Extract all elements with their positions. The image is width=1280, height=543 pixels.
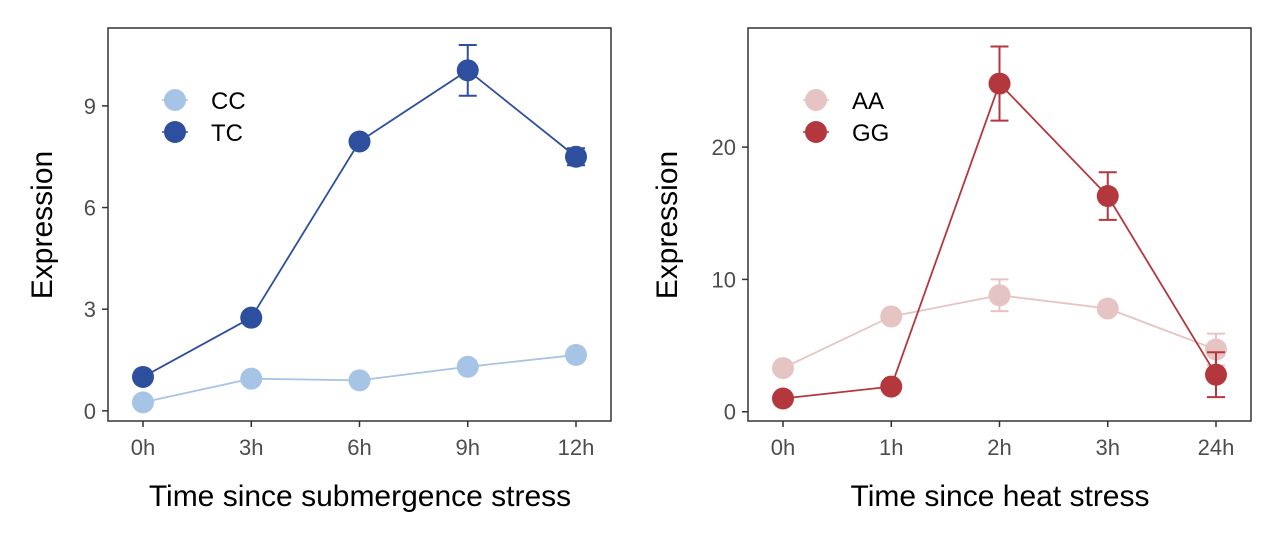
data-point-cc xyxy=(456,355,479,378)
data-point-tc xyxy=(456,59,479,82)
series-line-tc xyxy=(142,69,577,378)
x-axis-title: Time since submergence stress xyxy=(149,480,571,513)
y-tick-label: 10 xyxy=(712,267,736,292)
data-point-cc xyxy=(348,369,371,392)
data-point-tc xyxy=(348,130,371,153)
legend-key-cc xyxy=(164,89,186,111)
x-axis-title: Time since heat stress xyxy=(851,480,1150,513)
axes: 0 3 6 9 0h 3h 6h 9h 12h xyxy=(84,94,595,460)
legend-label-aa: AA xyxy=(852,88,884,115)
data-point-tc xyxy=(565,145,587,168)
data-marks xyxy=(132,43,587,414)
data-point-gg xyxy=(772,387,794,410)
axes: 0 10 20 0h 1h 2h 3h 24h xyxy=(712,135,1235,460)
y-tick-label: 0 xyxy=(724,400,736,425)
chart-heat: 0 10 20 0h 1h 2h 3h 24h Expression Time since h… xyxy=(651,27,1252,513)
x-tick-label: 3h xyxy=(1096,435,1120,460)
y-tick-label: 6 xyxy=(84,196,96,221)
y-axis-title: Expression xyxy=(651,151,684,299)
legend: CC TC xyxy=(162,88,246,147)
data-point-aa xyxy=(1096,297,1119,320)
data-point-gg xyxy=(1205,363,1227,386)
data-point-gg xyxy=(1096,185,1119,208)
x-tick-label: 1h xyxy=(879,435,903,460)
x-tick-label: 0h xyxy=(131,435,155,460)
x-tick-label: 2h xyxy=(987,435,1011,460)
plot-panel-border xyxy=(107,27,612,422)
series-line-gg xyxy=(782,81,1217,400)
x-tick-label: 9h xyxy=(456,435,480,460)
x-tick-label: 24h xyxy=(1198,435,1235,460)
data-point-cc xyxy=(132,391,154,414)
legend-label-tc: TC xyxy=(211,120,243,147)
x-tick-label: 3h xyxy=(239,435,263,460)
data-point-aa xyxy=(880,305,903,328)
chart-submergence: 0 3 6 9 0h 3h 6h 9h 12h Expression Time since su… xyxy=(26,27,612,513)
data-point-cc xyxy=(565,343,587,366)
legend-label-cc: CC xyxy=(211,88,246,115)
legend-key-gg xyxy=(805,121,827,143)
x-tick-label: 12h xyxy=(558,435,595,460)
y-tick-label: 3 xyxy=(84,297,96,322)
legend: AA GG xyxy=(803,88,889,147)
legend-key-aa xyxy=(805,89,827,111)
data-point-gg xyxy=(988,72,1011,95)
data-point-tc xyxy=(240,306,263,329)
data-point-cc xyxy=(240,367,263,390)
legend-label-gg: GG xyxy=(852,120,889,147)
y-tick-label: 9 xyxy=(84,94,96,119)
legend-key-tc xyxy=(164,121,186,143)
data-point-gg xyxy=(880,375,903,398)
y-tick-label: 0 xyxy=(84,399,96,424)
data-point-aa xyxy=(772,357,794,380)
data-point-tc xyxy=(132,365,154,388)
data-point-aa xyxy=(988,284,1011,307)
y-tick-label: 20 xyxy=(712,135,736,160)
y-axis-title: Expression xyxy=(26,151,59,299)
data-marks xyxy=(772,45,1227,410)
x-tick-label: 6h xyxy=(347,435,371,460)
data-point-aa xyxy=(1205,338,1227,361)
x-tick-label: 0h xyxy=(771,435,795,460)
